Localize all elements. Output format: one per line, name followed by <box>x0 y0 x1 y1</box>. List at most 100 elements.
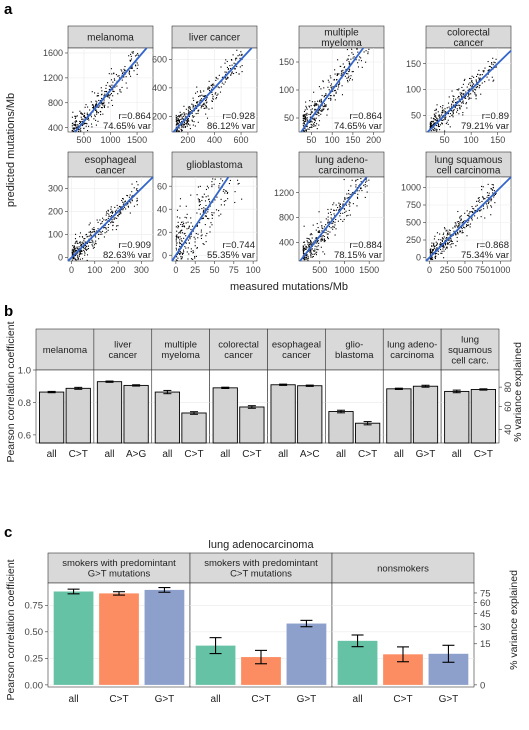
scatter-point <box>175 249 178 251</box>
bar <box>355 422 381 444</box>
scatter-point <box>73 248 75 251</box>
scatter-point <box>483 71 485 73</box>
scatter-point <box>73 246 76 248</box>
scatter-point <box>439 244 441 246</box>
scatter-point <box>92 240 94 242</box>
scatter-point <box>128 196 130 198</box>
scatter-point <box>309 249 311 251</box>
scatter-point <box>347 73 349 75</box>
scatter-point <box>176 234 178 236</box>
scatter-point <box>430 248 432 250</box>
scatter-point <box>208 108 210 110</box>
facet-strip <box>171 151 258 178</box>
scatter-point <box>323 226 325 228</box>
scatter-point <box>452 98 455 100</box>
scatter-point <box>472 207 474 210</box>
scatter-point <box>74 117 76 119</box>
scatter-point <box>323 231 325 233</box>
scatter-point <box>448 241 450 243</box>
scatter-point <box>433 244 435 246</box>
scatter-point <box>315 103 317 105</box>
scatter-point <box>192 251 195 253</box>
scatter-point <box>307 238 309 240</box>
scatter-point <box>477 200 479 202</box>
bar <box>99 593 139 685</box>
scatter-point <box>484 217 486 219</box>
bar <box>181 412 207 444</box>
scatter-point <box>204 104 206 106</box>
scatter-point <box>443 119 445 121</box>
scatter-point <box>91 231 93 233</box>
scatter-point <box>436 243 438 245</box>
scatter-point <box>330 227 332 229</box>
scatter-point <box>107 96 109 98</box>
y-tick-label: 150 <box>406 59 421 69</box>
scatter-point <box>83 247 85 249</box>
scatter-point <box>347 81 349 83</box>
scatter-point <box>461 102 463 104</box>
y2-axis-label: % variance explained <box>512 342 524 442</box>
scatter-point <box>197 186 199 188</box>
scatter-point <box>181 118 183 120</box>
scatter-point <box>212 83 214 85</box>
scatter-point <box>123 202 125 204</box>
scatter-point <box>339 207 341 209</box>
scatter-point <box>493 190 496 192</box>
scatter-point <box>367 53 369 55</box>
scatter-point <box>113 72 115 74</box>
scatter-point <box>312 255 314 258</box>
scatter-point <box>81 113 83 115</box>
scatter-point <box>434 115 436 118</box>
scatter-point <box>329 211 332 213</box>
scatter-point <box>236 65 238 68</box>
scatter-point <box>491 198 493 200</box>
scatter-point <box>314 105 316 107</box>
scatter-point <box>320 98 322 100</box>
scatter-point <box>82 124 84 126</box>
scatter-point <box>303 248 306 250</box>
scatter-point <box>241 65 243 67</box>
scatter-point <box>465 97 467 99</box>
scatter-point <box>86 236 88 238</box>
scatter-point <box>436 252 438 254</box>
scatter-point <box>202 104 204 106</box>
scatter-point <box>79 121 82 123</box>
scatter-point <box>224 81 226 83</box>
scatter-point <box>83 251 86 253</box>
scatter-point <box>463 226 465 228</box>
scatter-point <box>184 216 186 218</box>
scatter-point <box>316 123 318 125</box>
scatter-point <box>87 245 90 247</box>
scatter-point <box>431 242 433 244</box>
scatter-point <box>346 59 348 61</box>
scatter-point <box>310 239 312 241</box>
scatter-point <box>323 239 326 241</box>
scatter-point <box>225 71 227 73</box>
scatter-point <box>487 73 489 75</box>
scatter-point <box>458 88 460 90</box>
scatter-point <box>441 250 443 252</box>
scatter-point <box>79 241 81 243</box>
scatter-point <box>307 259 309 261</box>
scatter-point <box>441 240 444 242</box>
scatter-point <box>119 90 121 92</box>
scatter-point <box>468 88 470 90</box>
scatter-point <box>85 233 88 235</box>
scatter-point <box>459 106 461 108</box>
scatter-point <box>134 55 137 57</box>
scatter-point <box>133 187 135 189</box>
scatter-point <box>131 183 133 185</box>
scatter-point <box>484 198 486 200</box>
scatter-point <box>341 94 344 96</box>
scatter-point <box>207 217 209 219</box>
scatter-point <box>470 78 472 80</box>
x-tick-label: all <box>336 449 346 460</box>
scatter-point <box>185 217 188 219</box>
scatter-point <box>74 121 76 123</box>
scatter-point <box>188 112 190 114</box>
scatter-point <box>442 245 444 247</box>
scatter-point <box>121 70 123 72</box>
scatter-point <box>443 257 445 259</box>
scatter-point <box>330 214 332 216</box>
